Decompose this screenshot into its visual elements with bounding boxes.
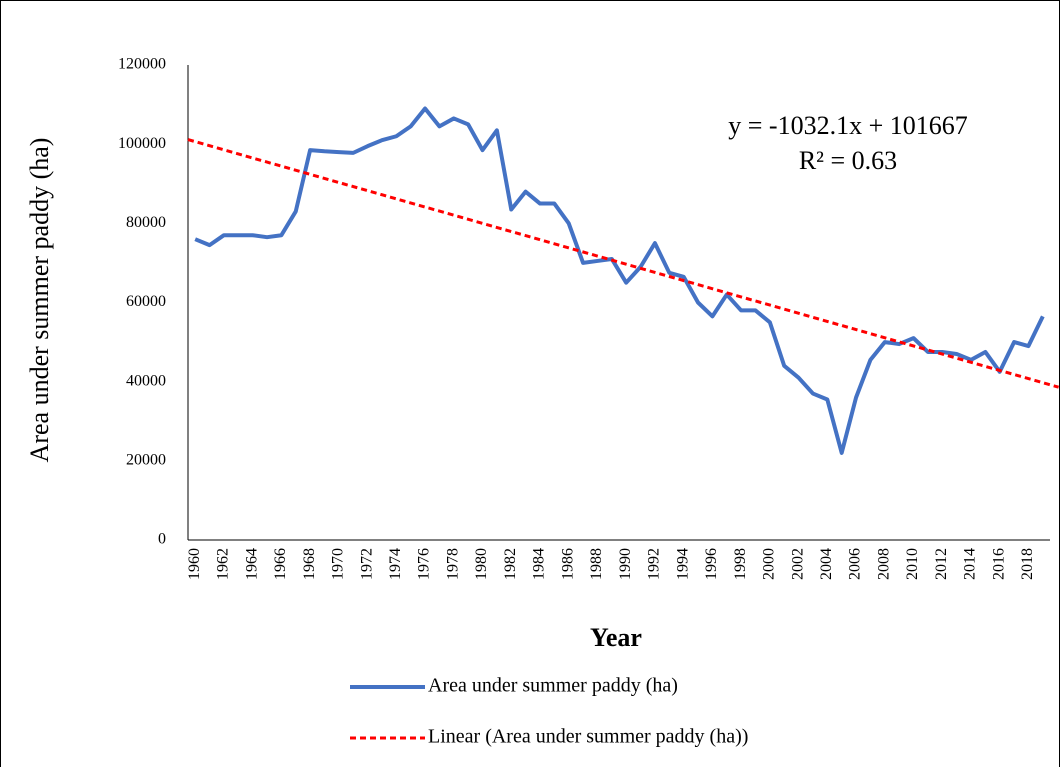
x-tick-label: 1962 (215, 548, 232, 580)
trend-line (187, 138, 1060, 389)
x-tick-label: 1996 (703, 548, 720, 580)
y-tick-label: 20000 (126, 452, 166, 469)
x-tick-label: 2000 (761, 548, 778, 580)
x-tick-label: 1990 (617, 548, 634, 580)
y-tick-label: 40000 (126, 372, 166, 389)
x-tick-label: 2012 (933, 548, 950, 580)
x-tick-label: 1982 (502, 548, 519, 580)
x-tick-label: 1974 (387, 548, 404, 580)
trend-r2: R² = 0.63 (799, 146, 897, 175)
x-tick-label: 2010 (904, 548, 921, 580)
x-tick-label: 1984 (531, 548, 548, 580)
x-tick-label: 1998 (732, 548, 749, 580)
y-tick-label: 0 (158, 531, 166, 548)
x-tick-label: 1980 (473, 548, 490, 580)
y-tick-label: 60000 (126, 293, 166, 310)
x-tick-label: 2002 (789, 548, 806, 580)
x-tick-label: 2018 (1019, 548, 1036, 580)
x-tick-label: 1972 (358, 548, 375, 580)
x-tick-label: 2004 (818, 548, 835, 580)
x-tick-label: 1970 (330, 548, 347, 580)
x-tick-label: 1960 (186, 548, 203, 580)
y-tick-label: 100000 (118, 135, 166, 152)
legend-label: Linear (Area under summer paddy (ha)) (428, 726, 748, 748)
data-line (194, 106, 1045, 455)
x-axis-label: Year (590, 623, 642, 652)
x-tick-label: 1968 (301, 548, 318, 580)
x-tick-label: 1978 (444, 548, 461, 580)
x-tick-label: 1988 (588, 548, 605, 580)
x-tick-label: 1986 (559, 548, 576, 580)
trend-equation: y = -1032.1x + 101667 (728, 111, 967, 140)
x-tick-label: 1966 (272, 548, 289, 580)
x-tick-label: 2008 (875, 548, 892, 580)
y-axis-label: Area under summer paddy (ha) (25, 138, 54, 463)
x-tick-label: 1976 (416, 548, 433, 580)
x-tick-label: 2016 (990, 548, 1007, 580)
x-tick-label: 1964 (243, 548, 260, 580)
x-tick-label: 1992 (646, 548, 663, 580)
x-tick-label: 2006 (847, 548, 864, 580)
y-tick-label: 80000 (126, 214, 166, 231)
x-tick-label: 2014 (962, 548, 979, 580)
legend-label: Area under summer paddy (ha) (428, 675, 678, 697)
y-tick-label: 120000 (118, 56, 166, 73)
x-tick-label: 1994 (674, 548, 691, 580)
